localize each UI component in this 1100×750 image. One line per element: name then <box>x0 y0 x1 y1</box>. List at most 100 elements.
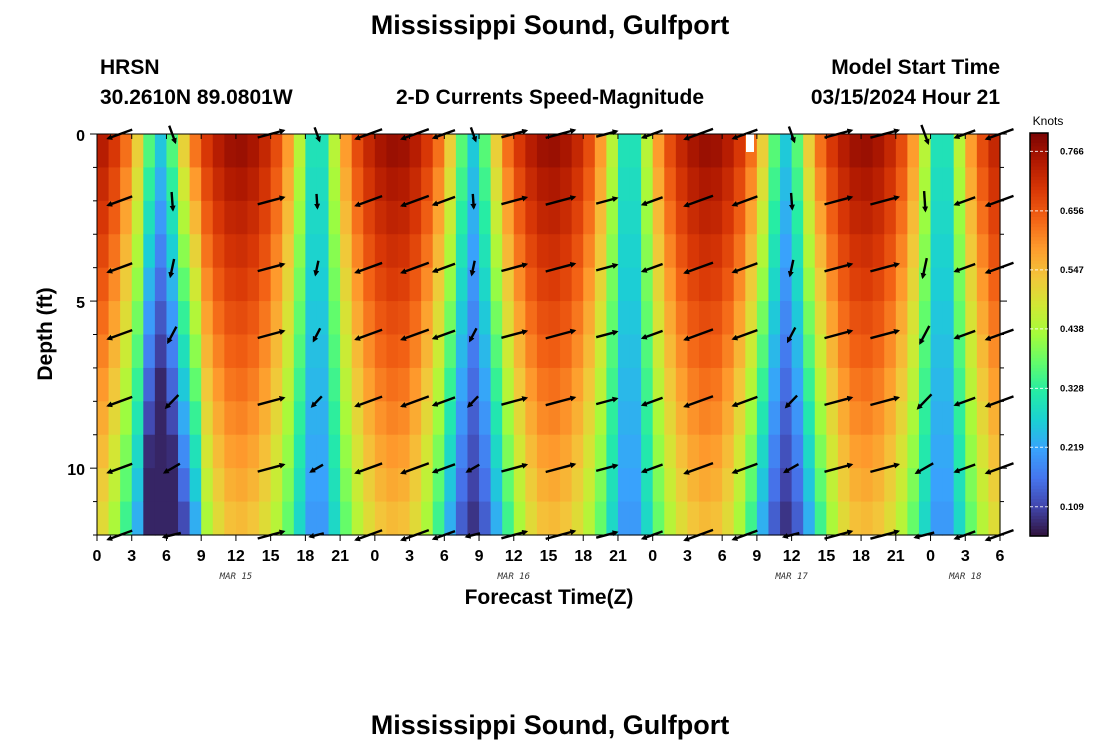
colorbar-segment <box>1030 206 1048 211</box>
heatmap-cell <box>502 301 515 336</box>
x-tick-label: 9 <box>197 548 206 565</box>
heatmap-cell <box>513 200 526 235</box>
heatmap-cell <box>189 334 202 369</box>
heatmap-cell <box>594 267 607 302</box>
heatmap-cell <box>340 367 353 402</box>
heatmap-cell <box>525 468 538 503</box>
heatmap-cell <box>201 434 214 469</box>
current-vector-arrow <box>595 329 619 339</box>
heatmap-cell <box>432 301 445 336</box>
heatmap-cell <box>675 134 689 169</box>
heatmap-cell <box>212 367 225 402</box>
heatmap-cell <box>363 200 376 235</box>
heatmap-cell <box>120 134 133 169</box>
heatmap-cell <box>536 267 550 302</box>
heatmap-cell <box>768 267 781 302</box>
heatmap-cell <box>351 468 364 503</box>
heatmap-cell <box>143 468 156 503</box>
heatmap-cell <box>467 434 480 469</box>
heatmap-cell <box>201 301 214 336</box>
heatmap-cell <box>976 501 990 536</box>
heatmap-cell <box>374 200 388 235</box>
colorbar-segment <box>1030 525 1048 530</box>
heatmap-cell <box>409 267 422 302</box>
colorbar-tick-label: 0.656 <box>1060 206 1084 217</box>
heatmap-cell <box>745 200 758 235</box>
heatmap-cell <box>97 434 110 469</box>
current-vector-arrow <box>640 196 664 206</box>
heatmap-cell <box>942 501 955 536</box>
heatmap-cell <box>965 134 978 169</box>
heatmap-cell <box>525 234 538 269</box>
heatmap-cell <box>641 301 654 336</box>
heatmap-cell <box>548 468 561 503</box>
colorbar-segment <box>1030 136 1048 141</box>
heatmap-cell <box>594 334 607 369</box>
heatmap-cell <box>178 234 191 269</box>
current-vector-arrow <box>731 395 758 408</box>
heatmap-cell <box>837 468 851 503</box>
heatmap-cell <box>861 301 874 336</box>
heatmap-cell <box>733 267 746 302</box>
heatmap-cell <box>282 200 295 235</box>
heatmap-cell <box>224 334 237 369</box>
current-vector-arrow <box>731 462 758 475</box>
heatmap-cell <box>178 434 191 469</box>
heatmap-cell <box>722 334 735 369</box>
colorbar-segment <box>1030 394 1048 399</box>
heatmap-cell <box>629 468 642 503</box>
heatmap-cell <box>374 134 388 169</box>
colorbar-tick-label: 0.547 <box>1060 265 1084 276</box>
heatmap-cell <box>363 334 376 369</box>
heatmap-cell <box>837 301 851 336</box>
colorbar-segment <box>1030 347 1048 352</box>
heatmap-cell <box>421 434 434 469</box>
heatmap-cell <box>930 401 943 436</box>
heatmap-cell <box>224 501 237 536</box>
heatmap-cell <box>467 301 480 336</box>
heatmap-cell <box>814 468 827 503</box>
heatmap-cell <box>189 501 202 536</box>
heatmap-cell <box>340 167 353 202</box>
heatmap-cell <box>386 267 399 302</box>
x-tick-label: 18 <box>574 548 592 565</box>
heatmap-cell <box>305 134 318 169</box>
heatmap-cell <box>143 267 156 302</box>
heatmap-cell <box>235 334 249 369</box>
heatmap-cell <box>259 200 272 235</box>
heatmap-cell <box>143 167 156 202</box>
heatmap-cell <box>502 434 515 469</box>
heatmap-cell <box>282 234 295 269</box>
heatmap-cell <box>699 501 712 536</box>
heatmap-cell <box>305 234 318 269</box>
colorbar-segment <box>1030 361 1048 366</box>
heatmap-cell <box>976 334 990 369</box>
bottom-title: Mississippi Sound, Gulfport <box>370 710 730 740</box>
heatmap-cell <box>502 468 515 503</box>
current-vector-arrow <box>683 461 714 475</box>
heatmap-cell <box>918 434 932 469</box>
current-vector-arrow <box>354 194 383 208</box>
heatmap-cell <box>780 334 793 369</box>
heatmap-cell <box>768 134 781 169</box>
heatmap-cell <box>490 501 503 536</box>
heatmap-cell <box>97 234 110 269</box>
current-vector-arrow <box>431 262 456 274</box>
heatmap-cell <box>259 401 272 436</box>
heatmap-cell <box>629 401 642 436</box>
heatmap-cell <box>606 234 619 269</box>
heatmap-cell <box>965 267 978 302</box>
heatmap-cell <box>293 134 306 169</box>
heatmap-cell <box>502 334 515 369</box>
heatmap-cell <box>733 301 746 336</box>
heatmap-cell <box>849 367 862 402</box>
heatmap-cell <box>502 267 515 302</box>
heatmap-cell <box>953 301 966 336</box>
heatmap-cell <box>953 367 966 402</box>
current-vector-arrow <box>919 325 931 345</box>
heatmap-cell <box>189 200 202 235</box>
heatmap-cell <box>965 301 978 336</box>
heatmap-cell <box>780 234 793 269</box>
heatmap-cell <box>560 501 573 536</box>
heatmap-cell <box>942 234 955 269</box>
